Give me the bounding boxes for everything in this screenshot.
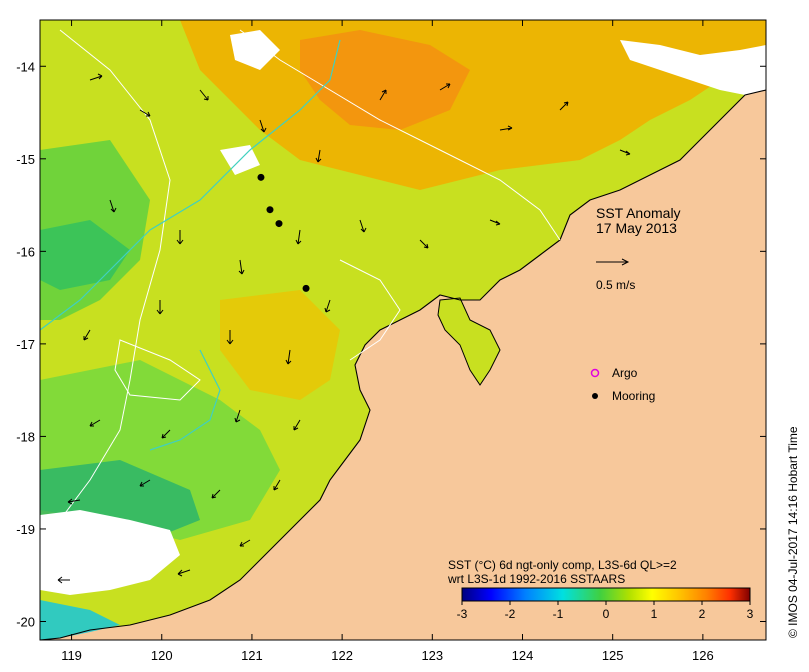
current-arrow bbox=[156, 300, 164, 315]
lon-tick-label: 125 bbox=[602, 648, 624, 663]
mooring-marker bbox=[275, 220, 283, 228]
scale-vector-label: 0.5 m/s bbox=[596, 278, 635, 292]
current-arrow bbox=[199, 89, 209, 101]
current-arrow bbox=[239, 539, 251, 547]
current-arrow bbox=[419, 239, 429, 249]
colorbar-tick-label: -2 bbox=[505, 607, 516, 621]
current-arrow bbox=[89, 73, 103, 81]
current-vectors bbox=[57, 73, 631, 584]
lat-tick-label: -17 bbox=[16, 337, 35, 352]
hot-patch bbox=[300, 30, 470, 130]
mooring-marker-icon bbox=[592, 393, 598, 399]
current-arrow bbox=[619, 149, 631, 156]
current-arrow bbox=[439, 83, 451, 91]
mooring-marker bbox=[266, 206, 274, 214]
current-arrow bbox=[259, 119, 267, 133]
current-arrow bbox=[359, 219, 367, 233]
scale-vector bbox=[596, 258, 630, 266]
argo-marker-icon bbox=[590, 368, 600, 378]
colorbar-tick-label: 3 bbox=[747, 607, 754, 621]
lon-tick-label: 121 bbox=[241, 648, 263, 663]
shelf-break-line bbox=[149, 349, 221, 451]
current-arrow bbox=[489, 219, 501, 226]
warm-patch-south bbox=[220, 290, 340, 400]
current-arrow bbox=[57, 576, 70, 584]
map-title-line2: 17 May 2013 bbox=[596, 220, 677, 236]
lat-tick-label: -14 bbox=[16, 59, 35, 74]
current-arrow bbox=[285, 349, 292, 365]
lon-tick-label: 119 bbox=[61, 648, 82, 663]
lon-tick-label: 120 bbox=[151, 648, 173, 663]
current-arrow bbox=[324, 299, 331, 313]
shelf-break-line bbox=[40, 39, 341, 331]
cyan-coast-strip bbox=[40, 600, 120, 640]
longitude-axis: 119 120 121 122 123 124 125 126 bbox=[61, 20, 714, 663]
legend-argo-label: Argo bbox=[612, 366, 638, 380]
current-arrow bbox=[139, 479, 151, 487]
current-arrow bbox=[379, 89, 387, 101]
current-arrow bbox=[67, 498, 81, 505]
cloud-gap-north bbox=[230, 30, 280, 70]
current-arrow bbox=[234, 409, 241, 423]
current-arrow bbox=[226, 330, 234, 345]
current-arrow bbox=[295, 229, 302, 245]
colorbar-ticks: -3 -2 -1 0 1 2 3 bbox=[457, 601, 754, 621]
current-arrow bbox=[139, 109, 151, 117]
inlet-coastline bbox=[437, 297, 501, 386]
isobath-line bbox=[59, 29, 171, 521]
colorbar: SST (°C) 6d ngt-only comp, L3S-6d QL>=2 … bbox=[447, 558, 754, 621]
imos-credit: © IMOS 04-Jul-2017 14:16 Hobart Time bbox=[786, 426, 800, 638]
colorbar-caption-line1: SST (°C) 6d ngt-only comp, L3S-6d QL>=2 bbox=[448, 558, 677, 572]
current-arrow bbox=[161, 429, 171, 439]
coastline bbox=[40, 89, 766, 640]
lat-tick-label: -19 bbox=[16, 522, 35, 537]
colorbar-tick-label: 0 bbox=[603, 607, 610, 621]
colorbar-gradient bbox=[461, 587, 751, 602]
cloud-gap-sw bbox=[40, 510, 180, 595]
current-arrow bbox=[559, 101, 569, 111]
current-arrow bbox=[211, 489, 221, 499]
lon-tick-label: 123 bbox=[421, 648, 443, 663]
colorbar-caption-line2: wrt L3S-1d 1992-2016 SSTAARS bbox=[447, 572, 625, 586]
current-arrow bbox=[499, 125, 513, 131]
colorbar-tick-label: 1 bbox=[651, 607, 658, 621]
lat-tick-label: -16 bbox=[16, 244, 35, 259]
lat-tick-label: -15 bbox=[16, 152, 35, 167]
current-arrow bbox=[176, 230, 184, 245]
colorbar-tick-label: -1 bbox=[553, 607, 564, 621]
cloud-gap-ne bbox=[620, 40, 766, 95]
colorbar-tick-label: -3 bbox=[457, 607, 468, 621]
lat-tick-label: -20 bbox=[16, 614, 35, 629]
latitude-axis: -14-15-16-17-18-19-20 bbox=[16, 59, 766, 629]
current-arrow bbox=[238, 259, 245, 275]
legend-mooring-label: Mooring bbox=[612, 389, 655, 403]
current-arrow bbox=[89, 419, 101, 427]
lon-tick-label: 126 bbox=[692, 648, 714, 663]
current-arrow bbox=[177, 569, 191, 577]
current-arrow bbox=[109, 199, 117, 213]
current-arrow bbox=[315, 149, 322, 163]
legend: Argo Mooring bbox=[590, 366, 655, 403]
map-title-line1: SST Anomaly bbox=[596, 205, 681, 221]
isobath-line bbox=[114, 339, 201, 401]
colorbar-tick-label: 2 bbox=[699, 607, 706, 621]
mooring-markers bbox=[257, 173, 310, 292]
current-arrow bbox=[273, 479, 281, 491]
mooring-marker bbox=[257, 173, 265, 181]
isobath-line bbox=[239, 29, 561, 241]
isobath-line bbox=[339, 259, 401, 361]
lon-tick-label: 124 bbox=[512, 648, 534, 663]
plot-area bbox=[40, 20, 766, 640]
plot-frame bbox=[39, 19, 767, 641]
current-arrow bbox=[293, 419, 301, 431]
lon-tick-label: 122 bbox=[331, 648, 353, 663]
lat-tick-label: -18 bbox=[16, 429, 35, 444]
mooring-marker bbox=[302, 284, 310, 292]
current-arrow bbox=[83, 329, 91, 341]
